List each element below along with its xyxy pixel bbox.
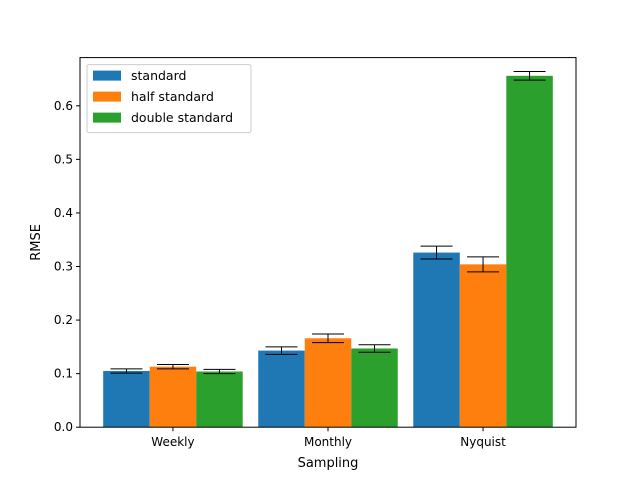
bar — [351, 348, 398, 428]
legend-box — [86, 64, 252, 134]
legend-swatch — [93, 70, 121, 81]
legend-label: standard — [131, 68, 186, 83]
bars-layer — [103, 75, 553, 428]
bar — [459, 264, 507, 428]
x-tick-label: Monthly — [304, 435, 352, 449]
y-tick-label: 0.4 — [54, 206, 73, 220]
y-tick-label: 0.0 — [54, 420, 73, 434]
y-tick-label: 0.6 — [54, 99, 73, 113]
bar — [506, 75, 553, 428]
y-tick-label: 0.1 — [54, 367, 73, 381]
bar — [196, 371, 243, 428]
x-axis: Weekly Monthly Nyquist — [151, 427, 506, 449]
legend: standard half standard double standard — [86, 64, 252, 134]
bar — [413, 252, 460, 428]
y-tick-label: 0.5 — [54, 152, 73, 166]
bar — [304, 338, 352, 428]
y-tick-label: 0.3 — [54, 260, 73, 274]
x-tick-label: Weekly — [151, 435, 194, 449]
legend-swatch — [93, 112, 121, 123]
legend-label: double standard — [131, 110, 233, 125]
bar — [149, 366, 197, 428]
bar — [258, 350, 305, 428]
x-tick-label: Nyquist — [460, 435, 506, 449]
bar — [103, 370, 150, 428]
legend-swatch — [93, 91, 121, 102]
x-axis-label: Sampling — [298, 456, 359, 471]
y-tick-label: 0.2 — [54, 313, 73, 327]
y-axis: 0.0 0.1 0.2 0.3 0.4 0.5 0.6 — [54, 99, 80, 434]
legend-label: half standard — [131, 89, 214, 104]
error-bars-layer — [110, 71, 546, 375]
y-axis-label: RMSE — [29, 224, 44, 261]
